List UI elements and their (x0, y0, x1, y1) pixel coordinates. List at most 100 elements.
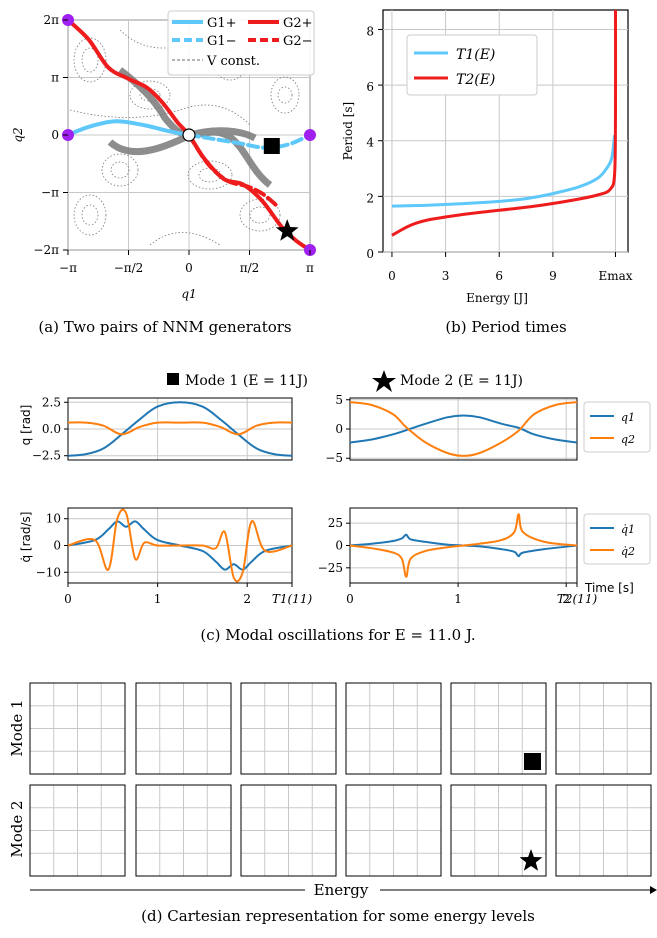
axes-frame (67, 397, 293, 461)
panel-b: 0 3 6 9 Emax 8 6 4 2 0 T1(E) T2(E) Energy [J] Per… (341, 9, 633, 336)
x-tick-label: 0 (346, 592, 354, 606)
panel-c-caption: (c) Modal oscillations for E = 11.0 J. (200, 626, 475, 644)
x-tick-label: π/2 (240, 261, 260, 275)
x-tick-label: 6 (495, 269, 503, 283)
x-tick-label: 0 (64, 592, 72, 606)
series-line-q1 (67, 401, 293, 457)
pendulum-cell-r1-c4 (450, 784, 547, 888)
y-tick-label: 25 (328, 516, 343, 530)
y-tick-label: 5 (335, 393, 343, 407)
y-tick-label: 0 (335, 539, 343, 553)
panel-c-axes-2: 5 0 −5 (325, 393, 578, 465)
pendulum-cell-r0-c1 (135, 682, 232, 775)
x-tick-label: 0 (185, 261, 193, 275)
joint2-trace (500, 800, 510, 888)
joint2-trace (183, 860, 191, 886)
panel-b-ticks: 0 3 6 9 Emax 8 6 4 2 0 (366, 24, 632, 283)
y-tick-label: 2π (43, 13, 59, 27)
cell-frame (555, 682, 652, 775)
series-line-q̇1 (349, 533, 578, 558)
cell-frame (29, 682, 126, 775)
pendulum-drawing (249, 711, 327, 766)
x-tick-label: 1 (154, 592, 162, 606)
joint2-trace (253, 733, 326, 766)
y-tick-label: −25 (318, 561, 343, 575)
y-tick-label: 6 (366, 80, 374, 94)
star-marker-icon (519, 849, 543, 871)
pendulum-drawing (600, 790, 620, 888)
series-line-q2 (349, 401, 578, 457)
panel-c-axes-1: 100−100 1 2 T1(11) (36, 507, 313, 606)
x-tick-label: 3 (442, 269, 450, 283)
panel-b-legend: T1(E) T2(E) (406, 34, 538, 96)
pendulum-links (176, 830, 190, 856)
cell-frame (345, 682, 442, 775)
panel-c-axes-3: 25 0 −25 0 1 2T2(11) (318, 507, 597, 606)
x-tick-label: −π/2 (114, 261, 144, 275)
panel-c-title-left: Mode 1 (E = 11J) (185, 373, 308, 389)
joint1-trace (186, 721, 196, 723)
x-tick-label: 1 (454, 592, 462, 606)
pendulum-links (474, 683, 499, 723)
pendulum-cell-r1-c2 (240, 784, 337, 888)
star-marker (275, 219, 299, 241)
series-line-G1+ (68, 119, 191, 137)
x-tick-label: Emax (598, 269, 632, 283)
panel-b-series (391, 10, 618, 237)
y-tick-label: −5 (325, 451, 343, 465)
joint2-trace (65, 767, 77, 770)
joint2-trace (286, 854, 296, 888)
legend-box-b (406, 34, 538, 96)
pendulum-links (487, 796, 499, 830)
pendulum-drawing (382, 800, 419, 888)
panel-b-xlabel: Energy [J] (466, 291, 528, 305)
cell-frame (29, 784, 126, 877)
y-tick-label: −2.5 (32, 449, 61, 463)
y-tick-label: π (51, 71, 59, 85)
panel-c-legend-top: q1 q2 (583, 401, 651, 453)
y-tick-label: 2 (366, 191, 374, 205)
panel-d-row-label-2: Mode 2 (8, 800, 26, 857)
arrow-head-icon (650, 886, 657, 894)
series-line-q̇2 (67, 508, 293, 583)
square-marker (263, 137, 280, 154)
pendulum-cell-r0-c3 (345, 682, 442, 775)
y-tick-label: −π (41, 185, 59, 199)
y-tick-label: 8 (366, 24, 374, 38)
cell-frame (135, 784, 232, 877)
legend-label-dq1: q̇1 (621, 523, 635, 536)
axes-frame (349, 397, 578, 461)
equilibrium-dot-1 (303, 129, 316, 141)
panel-a-markers (62, 14, 316, 256)
series-line-G1− (187, 133, 310, 150)
panel-c-axes-0: 2.5 0.0 −2.5 (32, 395, 293, 463)
x-tick-label: 2 (243, 592, 251, 606)
panel-a-caption: (a) Two pairs of NNM generators (38, 318, 291, 336)
pendulum-cell-r0-c2 (240, 682, 337, 775)
legend-label-q2: q2 (621, 433, 635, 446)
joint2-trace (358, 703, 431, 753)
origin-marker (182, 128, 196, 142)
y-tick-label: 0 (53, 539, 61, 553)
joint1-trace (188, 826, 196, 830)
legend-label-g1m: G1− (207, 34, 237, 49)
joint2-trace (158, 763, 204, 772)
legend-label-g2m: G2− (283, 34, 313, 49)
cell-frame (450, 682, 547, 775)
legend-label-g1p: G1+ (207, 16, 237, 31)
panel-d-caption: (d) Cartesian representation for some en… (141, 907, 535, 925)
y-tick-label: 2.5 (42, 395, 61, 409)
pendulum-drawing (271, 812, 302, 888)
legend-label-dq2: q̇2 (621, 545, 635, 558)
square-marker-icon (167, 373, 179, 385)
x-tick-label: T1(11) (272, 592, 313, 606)
pendulum-links (382, 800, 394, 830)
panel-a-xlabel: q1 (181, 287, 196, 301)
equilibrium-dot-0 (62, 129, 75, 141)
joint1-trace (279, 711, 303, 717)
legend-label-vconst: V const. (206, 54, 260, 69)
legend-box-a (167, 10, 315, 76)
